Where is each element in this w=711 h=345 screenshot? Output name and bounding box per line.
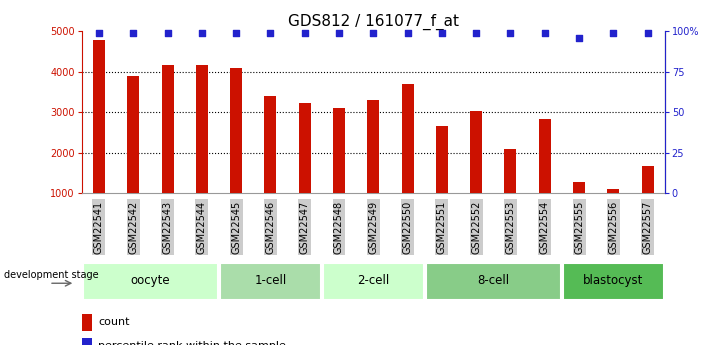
Text: 8-cell: 8-cell <box>477 274 509 287</box>
Text: blastocyst: blastocyst <box>583 274 643 287</box>
Text: GSM22544: GSM22544 <box>197 201 207 254</box>
Text: GSM22549: GSM22549 <box>368 201 378 254</box>
Bar <box>264 96 277 193</box>
Text: GSM22554: GSM22554 <box>540 201 550 254</box>
Text: count: count <box>98 317 129 327</box>
Point <box>127 30 139 36</box>
Bar <box>368 100 379 193</box>
Text: percentile rank within the sample: percentile rank within the sample <box>98 342 286 345</box>
Title: GDS812 / 161077_f_at: GDS812 / 161077_f_at <box>288 13 459 30</box>
Point <box>608 30 619 36</box>
Bar <box>82 338 92 345</box>
Text: oocyte: oocyte <box>131 274 170 287</box>
Bar <box>127 77 139 193</box>
Text: GSM22551: GSM22551 <box>437 201 447 254</box>
Point <box>471 30 482 36</box>
Text: GSM22556: GSM22556 <box>609 201 619 254</box>
Bar <box>333 108 345 193</box>
Point <box>230 30 242 36</box>
Point <box>505 30 516 36</box>
Bar <box>505 149 516 193</box>
Text: 2-cell: 2-cell <box>357 274 390 287</box>
Bar <box>82 314 92 331</box>
Text: GSM22546: GSM22546 <box>265 201 275 254</box>
Text: 1-cell: 1-cell <box>255 274 287 287</box>
Bar <box>93 40 105 193</box>
Text: development stage: development stage <box>4 270 99 280</box>
Text: GSM22557: GSM22557 <box>643 201 653 254</box>
Text: GSM22545: GSM22545 <box>231 201 241 254</box>
Text: GSM22550: GSM22550 <box>402 201 412 254</box>
Bar <box>539 119 551 193</box>
Point <box>402 30 413 36</box>
Point <box>333 30 345 36</box>
Bar <box>641 166 653 193</box>
FancyBboxPatch shape <box>323 263 424 300</box>
Text: GSM22547: GSM22547 <box>299 201 310 254</box>
Point <box>264 30 276 36</box>
Bar <box>196 65 208 193</box>
Bar <box>470 111 482 193</box>
Point <box>573 35 584 40</box>
Text: GSM22543: GSM22543 <box>163 201 173 254</box>
Point <box>196 30 208 36</box>
FancyBboxPatch shape <box>563 263 664 300</box>
Text: GSM22541: GSM22541 <box>94 201 104 254</box>
Point <box>93 30 105 36</box>
Bar <box>299 103 311 193</box>
Point <box>368 30 379 36</box>
FancyBboxPatch shape <box>82 263 218 300</box>
Text: GSM22555: GSM22555 <box>574 201 584 254</box>
Bar <box>230 68 242 193</box>
Text: GSM22552: GSM22552 <box>471 201 481 254</box>
Point <box>642 30 653 36</box>
Text: GSM22548: GSM22548 <box>334 201 344 254</box>
Point <box>436 30 447 36</box>
Point <box>299 30 311 36</box>
Text: GSM22542: GSM22542 <box>128 201 138 254</box>
Bar <box>436 126 448 193</box>
Point <box>539 30 550 36</box>
FancyBboxPatch shape <box>220 263 321 300</box>
FancyBboxPatch shape <box>426 263 561 300</box>
Text: GSM22553: GSM22553 <box>506 201 515 254</box>
Bar <box>573 182 585 193</box>
Point <box>162 30 173 36</box>
Bar <box>402 84 414 193</box>
Bar <box>161 65 173 193</box>
Bar <box>607 189 619 193</box>
